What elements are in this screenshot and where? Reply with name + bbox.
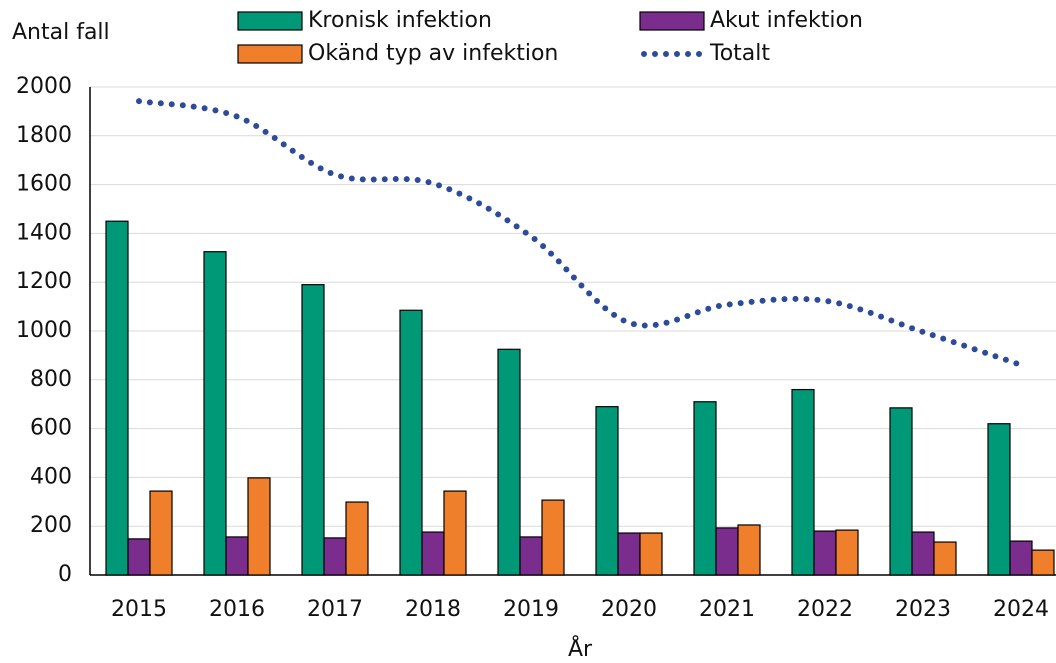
x-tick-label: 2020	[601, 597, 657, 622]
bar	[813, 530, 837, 576]
x-tick-label: 2023	[895, 597, 951, 622]
bar	[127, 538, 151, 576]
y-tick-label: 1000	[16, 318, 72, 343]
bar	[791, 388, 815, 576]
legend-label: Akut infektion	[710, 8, 863, 33]
bar	[1009, 540, 1033, 576]
bar	[301, 284, 325, 576]
x-tick-label: 2021	[699, 597, 755, 622]
bar	[737, 524, 761, 576]
bar	[715, 527, 739, 576]
y-tick-label: 1800	[16, 123, 72, 148]
bar	[595, 406, 619, 576]
bar	[323, 537, 347, 576]
y-tick-label: 1200	[16, 269, 72, 294]
bar	[497, 348, 521, 576]
x-tick-label: 2018	[405, 597, 461, 622]
legend-swatch	[639, 11, 705, 31]
bar	[421, 531, 445, 576]
bar	[1031, 549, 1055, 576]
y-tick-label: 0	[58, 562, 72, 587]
bar	[693, 401, 717, 576]
bar	[345, 501, 369, 576]
total-line	[136, 98, 1024, 368]
bar	[639, 532, 663, 576]
bar	[541, 499, 565, 576]
bar	[105, 220, 129, 576]
bar	[247, 477, 271, 576]
y-tick-label: 600	[30, 416, 72, 441]
bar	[911, 531, 935, 576]
x-tick-label: 2015	[111, 597, 167, 622]
bar	[149, 490, 173, 576]
bar	[399, 309, 423, 576]
y-tick-label: 1400	[16, 220, 72, 245]
y-tick-label: 200	[30, 513, 72, 538]
bar	[889, 407, 913, 576]
legend-swatch	[237, 11, 303, 31]
y-axis-label: Antal fall	[12, 20, 110, 45]
y-tick-label: 1600	[16, 172, 72, 197]
bar	[835, 529, 859, 576]
bar	[987, 423, 1011, 576]
bar	[519, 536, 543, 576]
legend-label: Kronisk infektion	[308, 8, 492, 33]
x-tick-label: 2019	[503, 597, 559, 622]
x-axis-label: År	[568, 635, 593, 662]
x-tick-label: 2016	[209, 597, 265, 622]
x-tick-label: 2024	[993, 597, 1049, 622]
bar	[617, 532, 641, 576]
y-tick-label: 400	[30, 464, 72, 489]
x-tick-label: 2022	[797, 597, 853, 622]
x-tick-label: 2017	[307, 597, 363, 622]
bar	[203, 251, 227, 576]
legend-swatch	[237, 44, 303, 64]
y-tick-label: 800	[30, 367, 72, 392]
legend-label: Okänd typ av infektion	[308, 41, 558, 66]
legend-label: Totalt	[709, 41, 770, 66]
bar	[225, 536, 249, 576]
bar	[933, 541, 957, 576]
y-tick-label: 2000	[16, 74, 72, 99]
bar	[443, 490, 467, 576]
